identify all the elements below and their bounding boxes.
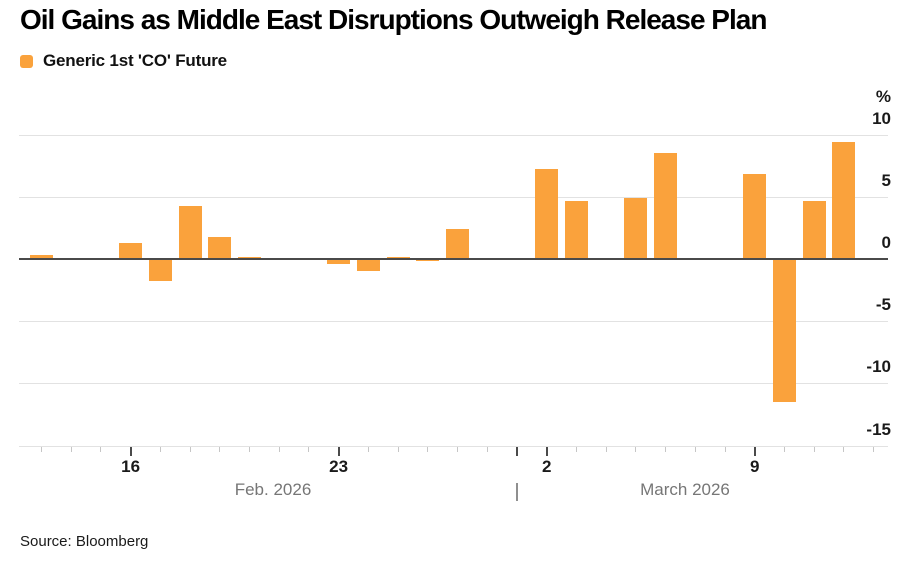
month-label-march: March 2026: [640, 480, 730, 499]
bar: [446, 229, 470, 259]
bar: [356, 259, 380, 272]
x-tick-minor: [219, 447, 221, 452]
legend-label: Generic 1st 'CO' Future: [43, 51, 227, 70]
bar: [624, 198, 648, 259]
bar: [237, 256, 261, 259]
x-tick-minor: [694, 447, 696, 452]
x-tick-minor: [40, 447, 42, 452]
bar: [148, 259, 172, 282]
bar: [178, 205, 202, 259]
y-tick-label: 10: [872, 108, 891, 128]
gridline: [19, 383, 888, 385]
bar: [119, 242, 143, 259]
x-tick-minor: [100, 447, 102, 452]
x-tick-minor: [427, 447, 429, 452]
x-tick-minor: [189, 447, 191, 452]
x-tick-major: [515, 447, 518, 456]
x-tick-minor: [605, 447, 607, 452]
y-tick-label: 5: [881, 170, 891, 190]
x-tick-major: [129, 447, 132, 456]
month-label-feb: Feb. 2026: [234, 480, 312, 499]
y-tick-label: -15: [866, 419, 891, 439]
chart-title: Oil Gains as Middle East Disruptions Out…: [20, 4, 767, 35]
x-tick-label: 23: [329, 457, 349, 476]
gridline: [19, 196, 888, 198]
bar: [802, 200, 826, 259]
x-tick-minor: [70, 447, 72, 452]
x-tick-minor: [457, 447, 459, 452]
x-tick-minor: [308, 447, 310, 452]
x-tick-major: [753, 447, 756, 456]
x-tick-minor: [248, 447, 250, 452]
x-tick-label: 2: [541, 457, 552, 476]
x-tick-minor: [813, 447, 815, 452]
x-tick-minor: [783, 447, 785, 452]
y-tick-label: 0: [881, 233, 891, 252]
legend: Generic 1st 'CO' Future: [20, 51, 227, 71]
x-tick-minor: [665, 447, 667, 452]
zero-line: [19, 258, 888, 260]
bar: [564, 200, 588, 259]
bar: [743, 174, 767, 259]
x-tick-minor: [873, 447, 875, 452]
x-tick-label: 16: [121, 457, 141, 476]
x-tick-minor: [843, 447, 845, 452]
bar: [832, 142, 856, 259]
x-tick-major: [337, 447, 340, 456]
bar: [416, 259, 440, 262]
bar: [772, 259, 796, 403]
bar: [208, 236, 232, 259]
x-tick-minor: [278, 447, 280, 452]
y-axis-unit-label: %: [875, 86, 891, 106]
bar: [29, 255, 53, 259]
legend-swatch-icon: [20, 54, 33, 68]
gridline: [19, 321, 888, 323]
month-separator: [516, 483, 518, 501]
x-tick-minor: [159, 447, 161, 452]
source-credit: Source: Bloomberg: [20, 533, 149, 550]
x-tick-minor: [367, 447, 369, 452]
gridline: [19, 445, 888, 447]
bar: [654, 153, 678, 259]
x-tick-minor: [724, 447, 726, 452]
y-tick-label: -5: [875, 295, 891, 315]
x-tick-minor: [486, 447, 488, 452]
x-tick-major: [545, 447, 548, 456]
gridline: [19, 134, 888, 136]
x-tick-minor: [397, 447, 399, 452]
bar: [535, 169, 559, 259]
y-tick-label: -10: [866, 357, 891, 377]
x-tick-label: 9: [749, 457, 760, 476]
x-tick-minor: [635, 447, 637, 452]
x-tick-minor: [575, 447, 577, 452]
bar: [327, 259, 351, 264]
